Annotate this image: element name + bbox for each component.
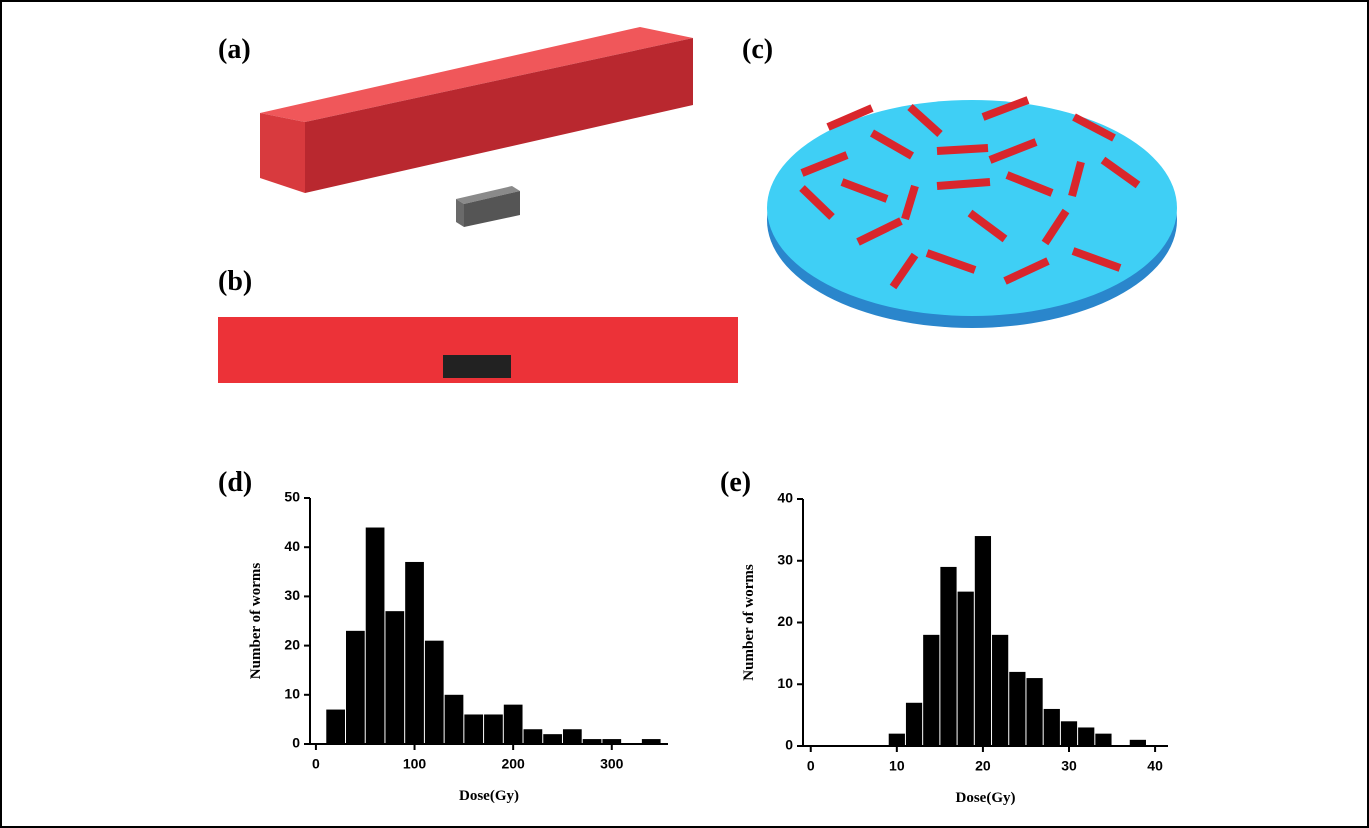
bar xyxy=(366,528,385,744)
y-tick-label: 30 xyxy=(777,551,793,567)
y-tick-label: 10 xyxy=(777,675,793,691)
bar xyxy=(923,635,939,746)
x-axis-title: Dose(Gy) xyxy=(459,788,519,804)
x-tick-label: 40 xyxy=(1147,758,1163,774)
y-tick-label: 20 xyxy=(284,636,300,652)
panel-label: (c) xyxy=(742,34,773,65)
x-tick-label: 100 xyxy=(403,756,427,772)
bar xyxy=(975,536,991,746)
bar xyxy=(385,611,404,744)
bar xyxy=(425,641,444,744)
bar xyxy=(958,592,974,746)
bar xyxy=(543,734,562,744)
bar xyxy=(642,739,661,744)
y-tick-label: 10 xyxy=(284,686,300,702)
bar xyxy=(484,714,503,744)
bar xyxy=(445,695,464,744)
y-tick-label: 40 xyxy=(777,490,793,506)
bar xyxy=(1061,721,1077,746)
bar xyxy=(563,729,582,744)
bar xyxy=(1026,678,1042,746)
bar xyxy=(1044,709,1060,746)
y-tick-label: 50 xyxy=(284,489,300,505)
x-tick-label: 0 xyxy=(312,756,320,772)
y-tick-label: 30 xyxy=(284,587,300,603)
bar xyxy=(602,739,621,744)
bar xyxy=(405,562,424,744)
bar xyxy=(326,710,345,744)
x-tick-label: 300 xyxy=(600,756,624,772)
bar xyxy=(1009,672,1025,746)
bar xyxy=(464,714,483,744)
x-axis-title: Dose(Gy) xyxy=(956,790,1016,806)
bar xyxy=(889,734,905,746)
bar xyxy=(346,631,365,744)
figure: (a) (b) (c) xyxy=(0,0,1369,828)
bar xyxy=(992,635,1008,746)
x-tick-label: 20 xyxy=(975,758,991,774)
y-tick-label: 0 xyxy=(292,735,300,751)
bar xyxy=(1130,740,1146,746)
bar xyxy=(1078,727,1094,746)
panel-label: (a) xyxy=(218,34,251,65)
panel-label: (b) xyxy=(218,266,252,297)
illustration-a xyxy=(260,27,693,227)
panel-label: (e) xyxy=(720,467,751,498)
x-tick-label: 10 xyxy=(889,758,905,774)
bar xyxy=(583,739,602,744)
panel-label: (d) xyxy=(218,467,252,498)
illustration-c xyxy=(767,100,1177,328)
bar xyxy=(1095,734,1111,746)
y-axis-title: Number of worms xyxy=(248,563,264,680)
bar xyxy=(906,703,922,746)
x-tick-label: 30 xyxy=(1061,758,1077,774)
y-axis-title: Number of worms xyxy=(741,564,757,681)
illustration-b xyxy=(218,317,738,383)
x-tick-label: 200 xyxy=(501,756,525,772)
x-tick-label: 0 xyxy=(807,758,815,774)
bar xyxy=(940,567,956,746)
bar xyxy=(524,729,543,744)
y-tick-label: 0 xyxy=(785,737,793,753)
bar xyxy=(504,705,523,744)
y-tick-label: 20 xyxy=(777,613,793,629)
y-tick-label: 40 xyxy=(284,538,300,554)
frame xyxy=(1,1,1368,827)
